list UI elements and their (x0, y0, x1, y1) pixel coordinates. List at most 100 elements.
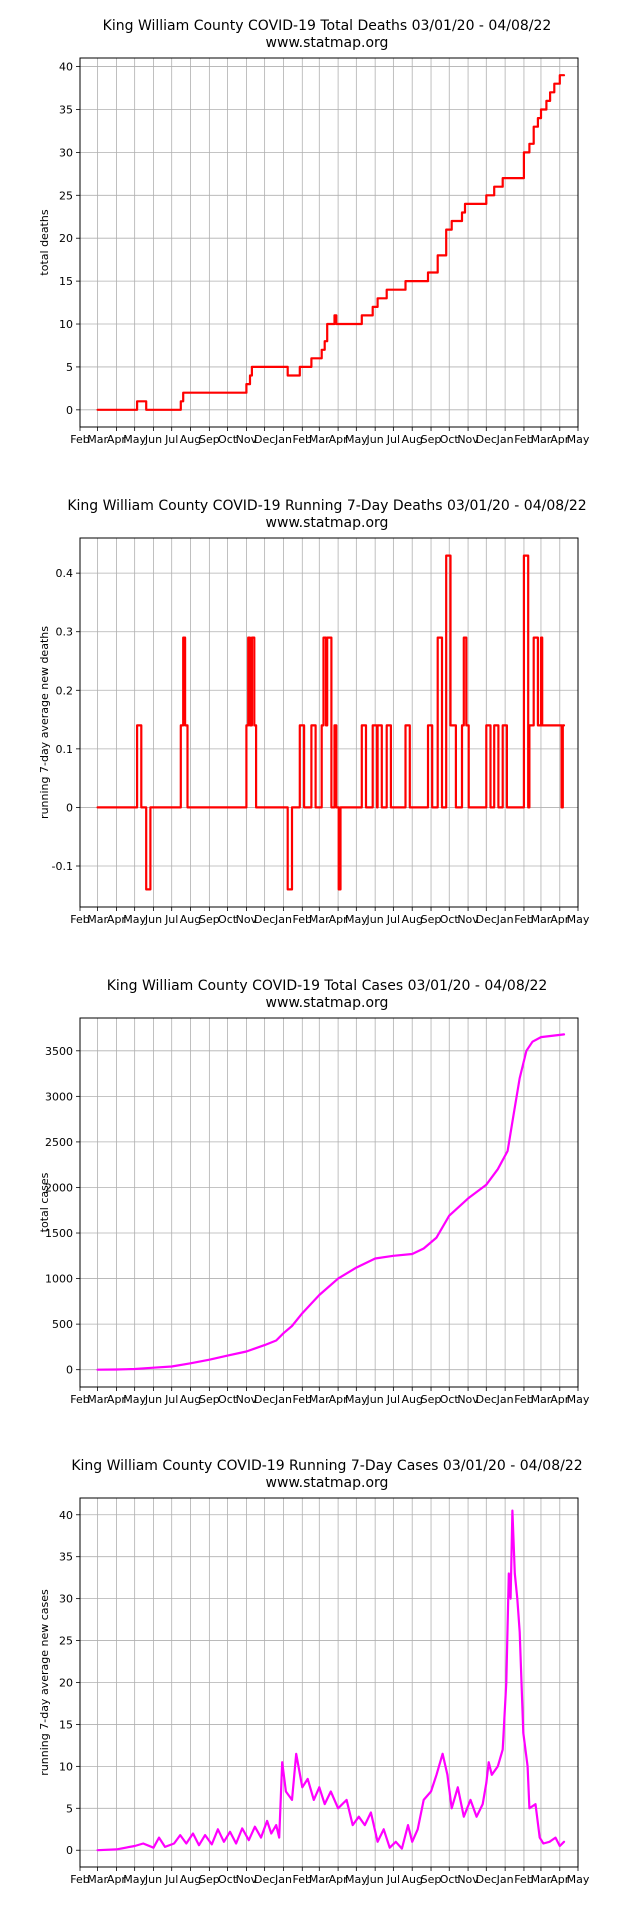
x-tick-label: Jul (164, 913, 178, 926)
x-tick-label: Nov (236, 433, 258, 446)
chart-title: King William County COVID-19 Running 7-D… (71, 1458, 582, 1474)
y-tick-label: 0.2 (56, 684, 74, 697)
x-tick-label: Feb (70, 913, 89, 926)
x-tick-label: Mar (531, 913, 552, 926)
x-tick-label: Aug (401, 913, 422, 926)
plot-frame (79, 57, 579, 428)
chart-title: King William County COVID-19 Total Cases… (107, 978, 548, 994)
x-tick-label: Aug (180, 1393, 201, 1406)
x-tick-label: Nov (236, 1873, 258, 1886)
x-tick-label: Feb (70, 1393, 89, 1406)
y-tick-label: 10 (59, 1760, 73, 1773)
y-axis-label: total cases (38, 1172, 51, 1232)
x-tick-label: Apr (329, 433, 349, 446)
chart-total-deaths: King William County COVID-19 Total Death… (38, 18, 590, 446)
x-tick-label: Oct (440, 433, 460, 446)
x-tick-label: May (567, 433, 590, 446)
x-tick-label: May (567, 1393, 590, 1406)
x-tick-label: Sep (421, 433, 442, 446)
chart-panel-running-deaths: King William County COVID-19 Running 7-D… (0, 480, 640, 960)
x-tick-label: Oct (218, 1393, 238, 1406)
y-tick-label: 3000 (45, 1090, 73, 1103)
x-tick-label: Mar (309, 1393, 330, 1406)
x-tick-label: Oct (218, 433, 238, 446)
chart-subtitle: www.statmap.org (266, 515, 389, 531)
chart-running-cases: King William County COVID-19 Running 7-D… (38, 1458, 590, 1886)
x-tick-label: Dec (254, 913, 275, 926)
y-tick-label: 0.4 (56, 567, 74, 580)
x-tick-label: Jul (386, 913, 400, 926)
x-tick-label: Mar (531, 1393, 552, 1406)
x-tick-label: Jun (366, 1873, 384, 1886)
x-tick-label: Apr (550, 913, 570, 926)
x-tick-label: Jan (274, 433, 292, 446)
x-tick-label: Nov (457, 1873, 479, 1886)
y-tick-label: 15 (59, 275, 73, 288)
chart-total-cases: King William County COVID-19 Total Cases… (38, 978, 590, 1406)
x-tick-label: Jul (386, 433, 400, 446)
x-tick-label: Jan (496, 433, 514, 446)
y-tick-label: 0.1 (56, 743, 74, 756)
x-tick-label: Aug (401, 1393, 422, 1406)
x-tick-label: Feb (293, 1393, 312, 1406)
x-tick-label: Mar (531, 1873, 552, 1886)
x-tick-label: Oct (218, 913, 238, 926)
x-tick-label: Dec (254, 1873, 275, 1886)
y-tick-label: 0 (66, 1844, 73, 1857)
x-tick-label: May (345, 913, 368, 926)
x-tick-label: Apr (550, 1393, 570, 1406)
x-tick-label: May (123, 433, 146, 446)
x-tick-label: Mar (87, 1393, 108, 1406)
plot-frame (79, 1017, 579, 1388)
y-tick-label: 40 (59, 1509, 73, 1522)
chart-panel-running-cases: King William County COVID-19 Running 7-D… (0, 1440, 640, 1920)
x-tick-label: Dec (476, 433, 497, 446)
x-tick-label: Apr (329, 913, 349, 926)
x-tick-label: Apr (107, 1873, 127, 1886)
x-tick-label: Jul (164, 433, 178, 446)
x-tick-label: May (123, 1393, 146, 1406)
x-tick-label: Jan (496, 1873, 514, 1886)
x-tick-label: Oct (218, 1873, 238, 1886)
x-tick-label: Jan (274, 1393, 292, 1406)
series-line (96, 1033, 566, 1371)
y-tick-label: 15 (59, 1718, 73, 1731)
chart-subtitle: www.statmap.org (266, 995, 389, 1011)
x-tick-label: Feb (293, 1873, 312, 1886)
x-tick-label: Apr (329, 1393, 349, 1406)
x-tick-label: Nov (236, 913, 258, 926)
chart-subtitle: www.statmap.org (266, 35, 389, 51)
chart-running-deaths: King William County COVID-19 Running 7-D… (38, 498, 590, 926)
x-tick-label: Jun (144, 913, 162, 926)
y-tick-label: 5 (66, 361, 73, 374)
x-tick-label: Dec (476, 1393, 497, 1406)
x-tick-label: Mar (87, 1873, 108, 1886)
x-tick-label: Dec (254, 433, 275, 446)
y-tick-label: 20 (59, 1677, 73, 1690)
y-tick-label: 25 (59, 189, 73, 202)
x-tick-label: Jan (496, 1393, 514, 1406)
x-tick-label: Jun (144, 1393, 162, 1406)
x-tick-label: Mar (531, 433, 552, 446)
series-line (96, 1509, 566, 1852)
y-tick-label: 25 (59, 1635, 73, 1648)
x-tick-label: Sep (421, 1873, 442, 1886)
x-tick-label: Jul (164, 1873, 178, 1886)
y-tick-label: 1500 (45, 1227, 73, 1240)
x-tick-label: Jan (274, 1873, 292, 1886)
x-tick-label: Apr (550, 1873, 570, 1886)
x-tick-label: Feb (514, 1873, 533, 1886)
x-tick-label: Dec (476, 913, 497, 926)
x-tick-label: Feb (293, 913, 312, 926)
x-tick-label: Feb (514, 433, 533, 446)
x-tick-label: Nov (457, 913, 479, 926)
x-tick-label: Oct (440, 1873, 460, 1886)
y-tick-label: 35 (59, 103, 73, 116)
y-tick-label: 20 (59, 232, 73, 245)
x-tick-label: Jun (366, 1393, 384, 1406)
x-tick-label: Jun (366, 433, 384, 446)
y-tick-label: -0.1 (52, 860, 73, 873)
x-tick-label: Feb (70, 433, 89, 446)
x-tick-label: Apr (107, 913, 127, 926)
plot-frame (79, 1497, 579, 1868)
